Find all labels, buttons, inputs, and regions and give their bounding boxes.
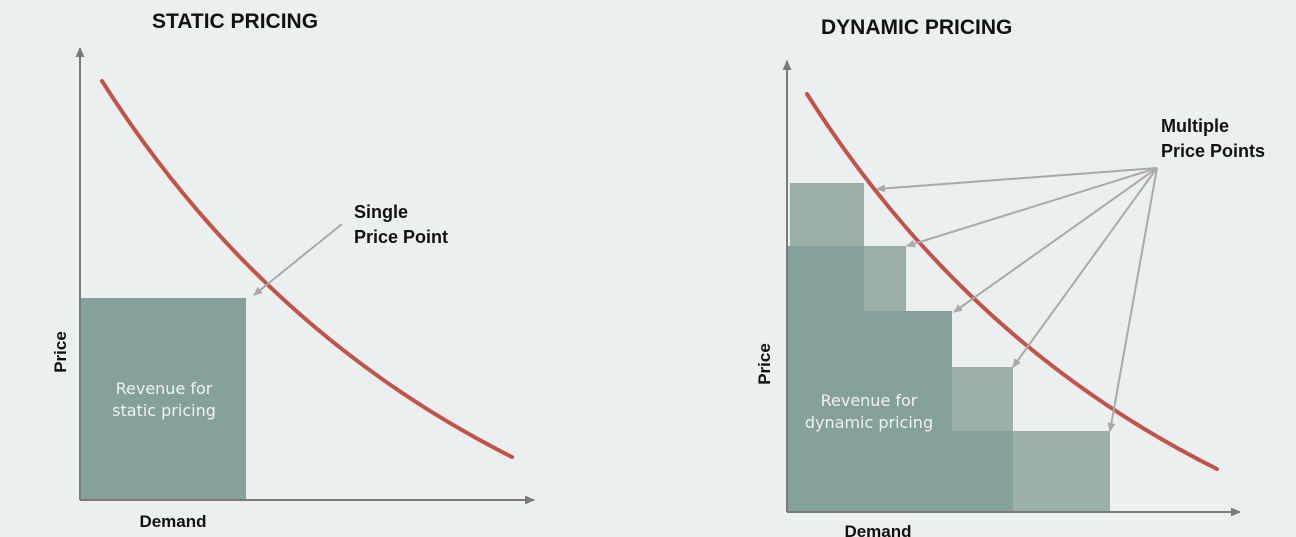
static-panel-title: STATIC PRICING [152,10,318,33]
dynamic-demand-curve [805,92,1219,471]
dynamic-revenue-base [787,311,952,512]
dynamic-revenue-step-4 [952,367,1013,431]
dynamic-revenue-step-1 [790,183,864,247]
static-region-label-line2: static pricing [112,401,216,420]
dynamic-callout-line1: Multiple [1161,116,1229,136]
dynamic-pricing-panel: DYNAMIC PRICING Multiple Price Points Re… [755,16,1265,537]
static-region-label-line1: Revenue for [116,379,213,398]
dynamic-callout-arrow-2 [906,167,1158,248]
dynamic-region-label-line1: Revenue for [821,391,918,410]
dynamic-panel-title: DYNAMIC PRICING [821,16,1012,39]
dynamic-revenue-step-5 [1013,431,1110,512]
dynamic-revenue-step-2 [864,246,906,311]
dynamic-region-label-line2: dynamic pricing [805,413,933,432]
static-callout-arrow [253,223,343,296]
dynamic-callout-arrow-4 [1012,167,1158,368]
static-y-axis-label: Price [51,331,70,373]
dynamic-callout-arrow-3 [953,167,1158,313]
static-x-axis-label: Demand [139,512,206,531]
static-callout-line2: Price Point [354,227,448,247]
static-callout-line1: Single [354,202,408,222]
dynamic-y-axis-label: Price [755,343,774,385]
dynamic-callout-line2: Price Points [1161,141,1265,161]
static-pricing-panel: STATIC PRICING Single Price Point Revenu… [51,10,535,531]
static-demand-curve [100,79,514,459]
dynamic-x-axis-label: Demand [844,522,911,537]
dynamic-callout-arrow-5 [1107,167,1158,432]
static-revenue-block [80,298,246,500]
dynamic-callout-arrow-1 [876,167,1158,193]
dynamic-revenue-base-upper [787,246,864,311]
dynamic-revenue-base-lower [952,431,1013,512]
